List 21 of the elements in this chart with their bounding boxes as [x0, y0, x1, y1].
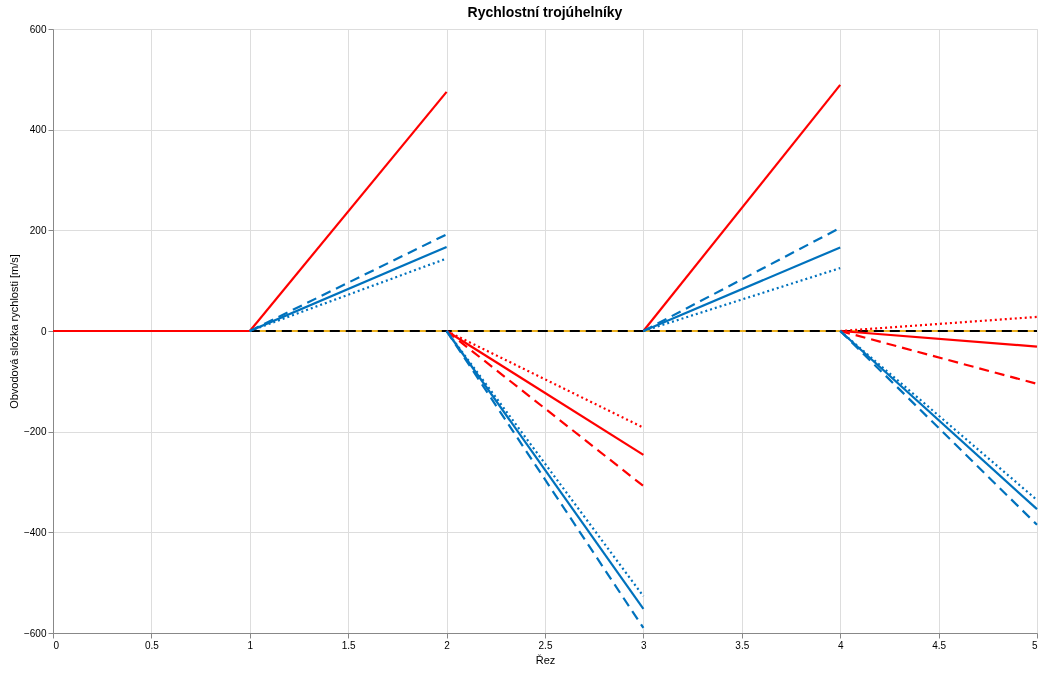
x-tick-label: 0.5 — [144, 639, 160, 651]
y-tick-label: 200 — [29, 224, 47, 236]
x-axis-title: Řez — [535, 653, 556, 666]
chart-title: Rychlostní trojúhelníky — [467, 4, 623, 20]
x-tick-label: 4 — [837, 639, 844, 651]
x-tick-label: 1 — [247, 639, 254, 651]
x-tick-label: 3.5 — [735, 639, 750, 651]
x-tick-label: 0 — [53, 639, 60, 651]
y-tick-label: −400 — [23, 526, 47, 538]
y-tick-label: 600 — [29, 23, 47, 35]
y-tick-label: −600 — [23, 627, 47, 639]
y-axis-title: Obvodová složka rychlosti [m/s] — [7, 254, 20, 409]
x-tick-label: 2 — [444, 639, 451, 651]
x-tick-label: 5 — [1031, 639, 1038, 651]
x-tick-label: 3 — [641, 639, 648, 651]
y-tick-label: −200 — [23, 426, 47, 438]
x-tick-label: 1.5 — [341, 639, 357, 651]
x-tick-label: 4.5 — [932, 639, 947, 651]
x-tick-label: 2.5 — [538, 639, 553, 651]
y-tick-label: 0 — [40, 325, 47, 337]
y-tick-label: 400 — [29, 124, 47, 136]
